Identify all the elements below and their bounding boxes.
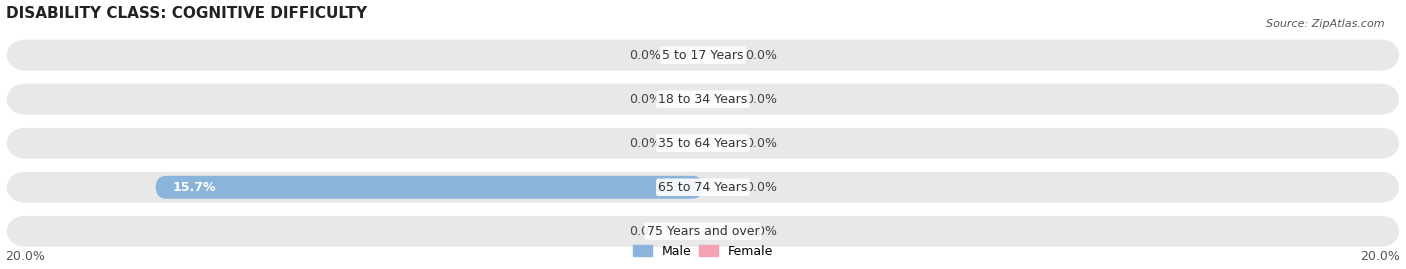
FancyBboxPatch shape [6,172,1400,203]
Text: 20.0%: 20.0% [6,250,45,263]
Legend: Male, Female: Male, Female [628,240,778,263]
FancyBboxPatch shape [6,128,1400,159]
FancyBboxPatch shape [6,40,1400,70]
FancyBboxPatch shape [6,216,1400,247]
Text: 0.0%: 0.0% [745,137,778,150]
Text: 35 to 64 Years: 35 to 64 Years [658,137,748,150]
FancyBboxPatch shape [6,84,1400,115]
Text: 0.0%: 0.0% [628,225,661,238]
Text: 0.0%: 0.0% [628,49,661,62]
Text: 15.7%: 15.7% [173,181,217,194]
Text: 0.0%: 0.0% [628,93,661,106]
Text: 0.0%: 0.0% [745,93,778,106]
Text: DISABILITY CLASS: COGNITIVE DIFFICULTY: DISABILITY CLASS: COGNITIVE DIFFICULTY [6,6,367,20]
Text: 0.0%: 0.0% [745,181,778,194]
Text: 0.0%: 0.0% [745,49,778,62]
Text: 75 Years and over: 75 Years and over [647,225,759,238]
Text: Source: ZipAtlas.com: Source: ZipAtlas.com [1267,19,1385,29]
Text: 0.0%: 0.0% [628,137,661,150]
FancyBboxPatch shape [156,176,703,199]
Text: 5 to 17 Years: 5 to 17 Years [662,49,744,62]
Text: 0.0%: 0.0% [745,225,778,238]
Text: 65 to 74 Years: 65 to 74 Years [658,181,748,194]
Text: 20.0%: 20.0% [1361,250,1400,263]
Text: 18 to 34 Years: 18 to 34 Years [658,93,748,106]
